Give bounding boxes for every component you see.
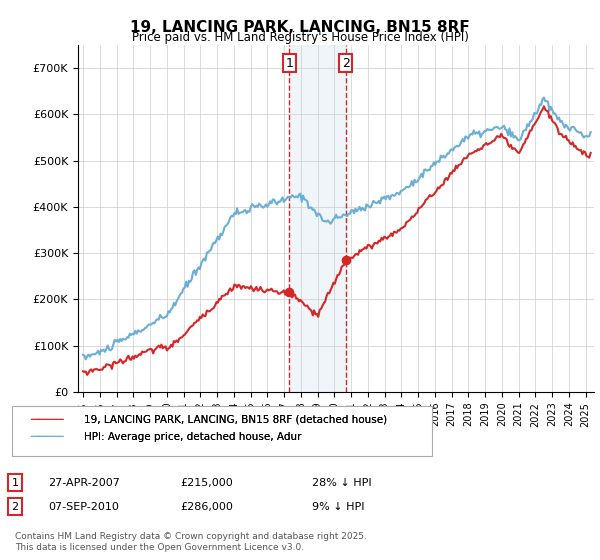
Text: 2: 2 [11,502,19,512]
Text: 28% ↓ HPI: 28% ↓ HPI [312,478,371,488]
Text: 1: 1 [11,478,19,488]
Text: 19, LANCING PARK, LANCING, BN15 8RF: 19, LANCING PARK, LANCING, BN15 8RF [130,20,470,35]
Text: HPI: Average price, detached house, Adur: HPI: Average price, detached house, Adur [84,432,302,442]
Text: Price paid vs. HM Land Registry's House Price Index (HPI): Price paid vs. HM Land Registry's House … [131,31,469,44]
Text: 1: 1 [286,57,293,70]
Text: £215,000: £215,000 [180,478,233,488]
Text: ────: ──── [30,413,64,427]
Text: 9% ↓ HPI: 9% ↓ HPI [312,502,365,512]
Text: 2: 2 [342,57,350,70]
Text: ────: ──── [30,430,64,444]
Bar [289,45,346,392]
Text: 19, LANCING PARK, LANCING, BN15 8RF (detached house): 19, LANCING PARK, LANCING, BN15 8RF (det… [84,415,387,425]
Text: 19, LANCING PARK, LANCING, BN15 8RF (detached house): 19, LANCING PARK, LANCING, BN15 8RF (det… [84,415,387,425]
Text: ────: ──── [30,413,64,427]
Text: ────: ──── [30,430,64,444]
Text: 07-SEP-2010: 07-SEP-2010 [48,502,119,512]
Text: Contains HM Land Registry data © Crown copyright and database right 2025.
This d: Contains HM Land Registry data © Crown c… [15,532,367,552]
Text: HPI: Average price, detached house, Adur: HPI: Average price, detached house, Adur [84,432,302,442]
Text: £286,000: £286,000 [180,502,233,512]
Text: 27-APR-2007: 27-APR-2007 [48,478,120,488]
